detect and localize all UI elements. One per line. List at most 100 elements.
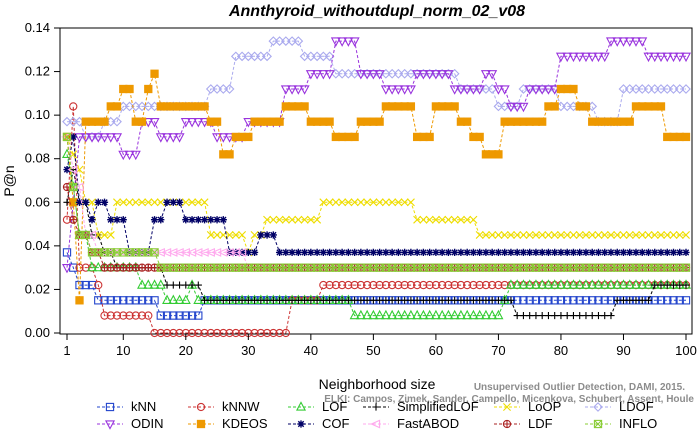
- data-point-lof: [424, 309, 435, 320]
- data-point-kdeos: [212, 117, 222, 126]
- data-point-knn: [669, 296, 678, 305]
- data-point-lof: [355, 309, 366, 320]
- data-point-simplifiedlof: [363, 296, 371, 304]
- series-inflo: [62, 132, 691, 272]
- data-point-knnw: [394, 280, 403, 290]
- data-point-simplifiedlof: [263, 296, 271, 304]
- legend-swatch-marker: [196, 419, 206, 429]
- plot-frame: [59, 27, 693, 335]
- data-point-odin: [212, 133, 223, 143]
- data-point-ldof: [324, 51, 335, 62]
- data-point-ldof: [230, 51, 241, 62]
- data-point-fastabod: [204, 247, 215, 257]
- data-point-cof: [394, 248, 402, 256]
- data-point-loop: [356, 198, 365, 207]
- data-point-simplifiedlof: [532, 311, 540, 320]
- data-point-odin: [330, 37, 341, 47]
- data-point-cof: [407, 248, 415, 256]
- data-point-cof: [275, 248, 284, 256]
- data-point-cof: [419, 248, 427, 256]
- data-point-loop: [181, 198, 190, 207]
- data-point-knn: [544, 296, 553, 305]
- legend-swatch-marker: [593, 419, 603, 429]
- data-point-knnw: [112, 311, 122, 320]
- data-point-fastabod: [192, 247, 203, 257]
- data-point-cof: [482, 248, 490, 256]
- data-point-simplifiedlof: [638, 296, 646, 304]
- data-point-odin: [405, 85, 416, 95]
- legend-label: LOF: [322, 399, 347, 414]
- data-point-knnw: [375, 280, 384, 290]
- data-point-knn: [162, 311, 172, 320]
- data-point-odin: [224, 133, 235, 143]
- data-point-kdeos: [150, 69, 159, 78]
- data-point-inflo: [150, 248, 159, 257]
- data-point-lof: [624, 279, 635, 289]
- data-point-knnw: [256, 328, 265, 338]
- data-point-loop: [513, 230, 522, 239]
- data-point-knn: [525, 296, 534, 305]
- legend-swatch-marker: [104, 420, 116, 430]
- data-point-odin: [318, 70, 329, 80]
- data-point-loop: [194, 198, 203, 207]
- legend-item-simplifiedlof: SimplifiedLOF: [363, 399, 479, 414]
- data-point-loop: [156, 198, 165, 207]
- data-point-loop: [275, 215, 284, 224]
- data-point-lof: [374, 309, 385, 320]
- legend-item-loop: LoOP: [494, 399, 561, 414]
- data-point-knnw: [137, 311, 147, 320]
- data-point-cof: [263, 231, 271, 239]
- data-point-odin: [680, 52, 692, 63]
- data-point-knnw: [387, 280, 397, 290]
- data-point-simplifiedlof: [482, 296, 490, 304]
- data-point-lof: [512, 279, 523, 289]
- data-point-cof: [376, 248, 384, 256]
- data-point-knn: [156, 311, 165, 320]
- data-point-odin: [662, 52, 673, 63]
- data-point-knnw: [250, 328, 259, 338]
- data-point-ldof: [287, 36, 297, 46]
- legend-item-inflo: INFLO: [585, 416, 657, 431]
- data-point-knnw: [206, 328, 215, 338]
- data-point-cof: [88, 216, 96, 224]
- data-point-odin: [543, 85, 554, 95]
- data-point-simplifiedlof: [544, 311, 553, 320]
- data-point-ldof: [218, 84, 229, 94]
- data-point-knnw: [319, 280, 328, 290]
- data-point-odin: [280, 85, 291, 95]
- data-point-cof: [638, 248, 646, 256]
- data-point-odin: [437, 70, 448, 80]
- data-point-ldof: [255, 51, 266, 62]
- data-point-cof: [332, 248, 340, 256]
- data-point-loop: [531, 230, 540, 239]
- data-point-cof: [150, 216, 159, 224]
- data-point-simplifiedlof: [163, 281, 171, 289]
- data-point-knnw: [425, 280, 434, 290]
- data-point-simplifiedlof: [494, 296, 503, 304]
- data-point-cof: [444, 248, 453, 256]
- data-point-knnw: [100, 311, 109, 320]
- data-point-simplifiedlof: [207, 296, 215, 304]
- data-point-knnw: [262, 328, 272, 338]
- data-point-loop: [500, 230, 509, 239]
- data-point-loop: [488, 230, 497, 239]
- y-tick-label: 0.10: [25, 107, 50, 122]
- data-point-odin: [374, 70, 385, 80]
- legend-item-ldof: LDOF: [585, 399, 654, 414]
- data-point-kdeos: [581, 102, 591, 111]
- data-point-ldof: [393, 68, 404, 79]
- data-point-knn: [119, 296, 128, 305]
- data-point-loop: [138, 198, 147, 207]
- y-tick-label: 0.02: [25, 281, 50, 296]
- data-point-cof: [326, 248, 334, 256]
- legend-swatch-marker: [593, 402, 603, 412]
- data-point-knnw: [350, 280, 359, 290]
- data-point-cof: [213, 216, 221, 224]
- y-axis: 0.00 0.02 0.04 0.06 0.08 0.10 0.12 0.14: [25, 20, 60, 340]
- data-point-odin: [455, 85, 466, 95]
- data-point-loop: [375, 198, 384, 207]
- data-point-kdeos: [350, 132, 359, 142]
- data-point-loop: [388, 198, 397, 207]
- data-point-odin: [162, 133, 173, 143]
- data-point-knn: [575, 296, 584, 305]
